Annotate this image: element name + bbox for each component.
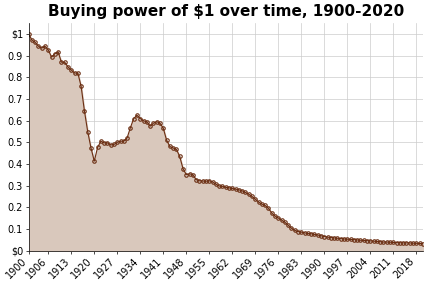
Title: Buying power of $1 over time, 1900-2020: Buying power of $1 over time, 1900-2020 bbox=[47, 4, 403, 19]
